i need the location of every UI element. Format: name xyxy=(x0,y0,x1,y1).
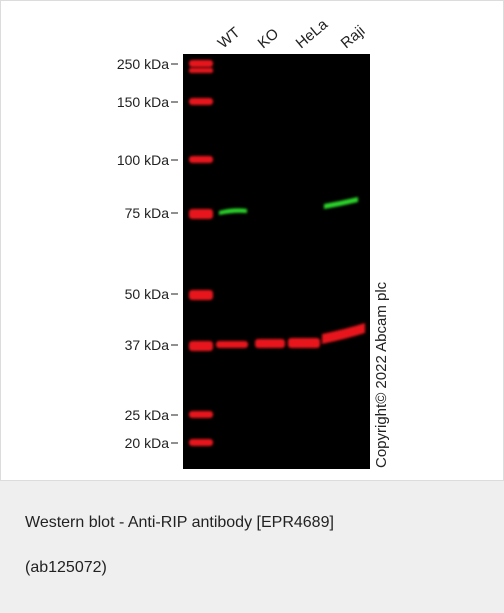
lane-label: HeLa xyxy=(293,16,332,52)
image-panel: 250 kDa 150 kDa 100 kDa 75 kDa 50 kDa 37 kDa 2… xyxy=(0,0,504,481)
marker-label: 75 kDa xyxy=(125,205,170,221)
marker-label: 37 kDa xyxy=(125,337,170,353)
caption-line: Western blot - Anti-RIP antibody [EPR468… xyxy=(25,514,334,532)
ladder-band xyxy=(189,98,213,105)
marker-label: 100 kDa xyxy=(117,152,169,168)
ladder-band xyxy=(189,341,213,351)
ladder-band xyxy=(189,60,213,67)
red-band xyxy=(216,341,248,348)
lane-label: Raji xyxy=(338,22,369,52)
caption-line: (ab125072) xyxy=(25,559,107,577)
ladder-band xyxy=(189,209,213,219)
ladder-band xyxy=(189,156,213,163)
marker-label: 25 kDa xyxy=(125,407,170,423)
marker-label: 20 kDa xyxy=(125,435,170,451)
marker-labels: 250 kDa 150 kDa 100 kDa 75 kDa 50 kDa 37 kDa 2… xyxy=(117,56,178,451)
lane-label: WT xyxy=(215,24,244,52)
marker-label: 50 kDa xyxy=(125,286,170,302)
page: 250 kDa 150 kDa 100 kDa 75 kDa 50 kDa 37 kDa 2… xyxy=(0,0,504,613)
marker-label: 250 kDa xyxy=(117,56,169,72)
red-band xyxy=(255,339,285,348)
caption: Western blot - Anti-RIP antibody [EPR468… xyxy=(0,481,504,613)
ladder-band xyxy=(189,290,213,300)
copyright: Copyright© 2022 Abcam plc xyxy=(373,281,390,468)
ladder-band xyxy=(189,68,213,73)
ladder-band xyxy=(189,439,213,446)
ladder-band xyxy=(189,411,213,418)
red-band xyxy=(288,338,320,348)
membrane xyxy=(183,54,370,469)
marker-label: 150 kDa xyxy=(117,94,169,110)
western-blot: 250 kDa 150 kDa 100 kDa 75 kDa 50 kDa 37 kDa 2… xyxy=(1,1,503,480)
lane-label: KO xyxy=(255,25,283,52)
